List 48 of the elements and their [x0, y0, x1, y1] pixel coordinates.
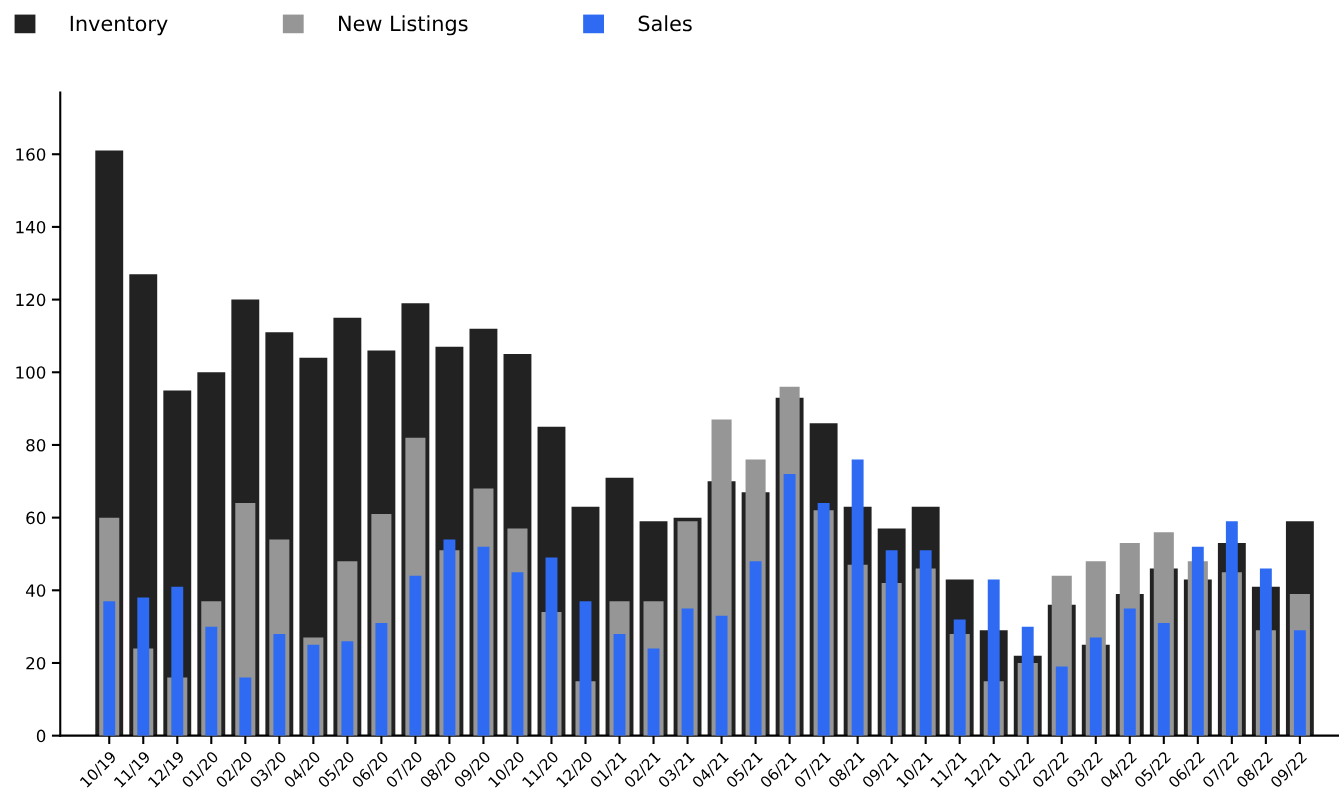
bar: [1021, 626, 1034, 736]
bar: [647, 648, 660, 736]
y-tick-label: 20: [26, 656, 46, 670]
bar: [1225, 521, 1238, 736]
bar: [885, 550, 898, 736]
bar: [1089, 637, 1102, 736]
bar: [443, 539, 456, 736]
bar: [1293, 630, 1306, 736]
bar: [137, 597, 150, 736]
y-tick-label: 160: [16, 148, 46, 161]
bar: [1123, 608, 1136, 736]
bar: [375, 623, 388, 736]
bar: [205, 626, 218, 736]
bar: [239, 677, 252, 736]
bar: [783, 474, 796, 736]
y-tick-label: 60: [26, 511, 46, 525]
bar: [409, 575, 422, 736]
bar: [477, 546, 490, 736]
legend-label: Inventory: [70, 15, 168, 36]
bar: [1157, 623, 1170, 736]
bar: [919, 550, 932, 736]
bar: [579, 601, 592, 736]
bar: [953, 619, 966, 736]
bar: [851, 459, 864, 736]
bar: [1055, 666, 1068, 736]
bar: [511, 572, 524, 736]
bar: [749, 561, 762, 736]
bar: [341, 641, 354, 736]
bar: [171, 586, 184, 736]
bar: [273, 633, 286, 736]
legend-label: Sales: [638, 15, 692, 32]
bar: [681, 608, 694, 736]
y-tick-label: 140: [16, 220, 46, 234]
y-tick-label: 0: [36, 729, 46, 743]
bar: [1191, 546, 1204, 736]
y-tick-label: 120: [16, 293, 46, 307]
legend-label: New Listings: [339, 15, 468, 36]
bar: [1259, 568, 1272, 736]
y-tick-label: 100: [16, 366, 46, 379]
bar: [103, 601, 116, 736]
bar: [817, 503, 830, 736]
bar: [987, 579, 1000, 736]
bar: [307, 644, 320, 736]
y-tick-label: 40: [25, 584, 46, 597]
bar: [545, 557, 558, 736]
bar: [715, 615, 728, 736]
y-tick-label: 80: [26, 438, 46, 452]
bar: [613, 633, 626, 736]
